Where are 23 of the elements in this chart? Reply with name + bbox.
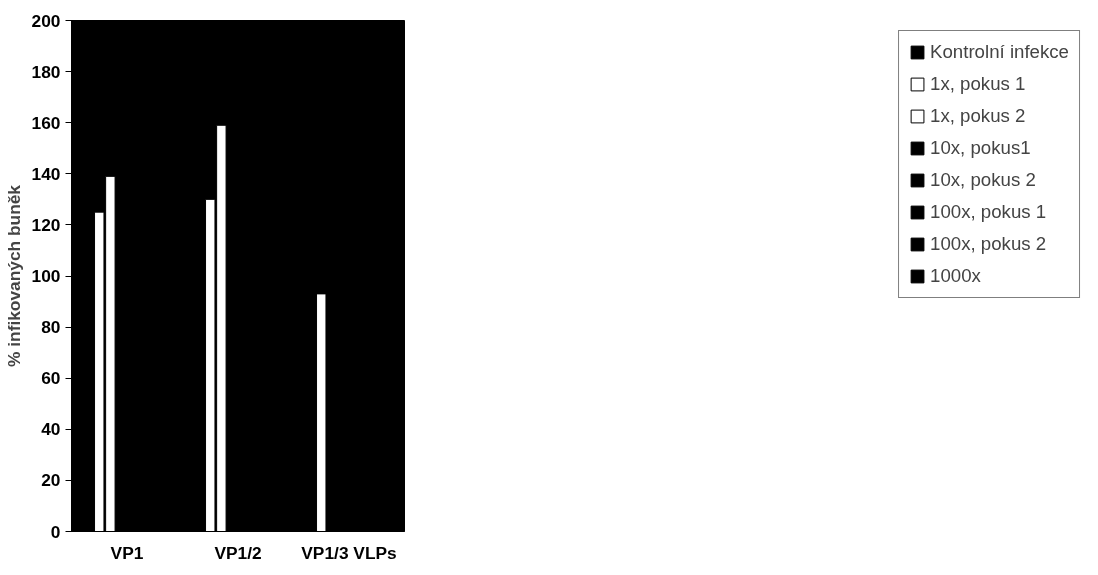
y-axis-title: % infikovaných buněk — [3, 184, 24, 367]
y-tick-label: 200 — [31, 10, 61, 31]
y-tick-label: 120 — [31, 214, 61, 235]
y-tick-label: 40 — [41, 419, 61, 440]
legend-label: 100x, pokus 2 — [930, 233, 1047, 255]
legend-label: Kontrolní infekce — [930, 41, 1069, 63]
legend-label: 1x, pokus 2 — [930, 105, 1026, 127]
x-tick-label: VP1 — [110, 542, 144, 563]
y-tick-label: 0 — [50, 521, 61, 542]
y-tick-label: 160 — [31, 112, 61, 133]
y-tick-label: 140 — [31, 163, 61, 184]
y-tick-label: 20 — [41, 470, 61, 491]
y-tick-label: 100 — [31, 266, 61, 286]
legend-label: 1000x — [930, 265, 981, 287]
y-tick-label: 80 — [41, 317, 61, 338]
legend-label: 100x, pokus 1 — [930, 201, 1047, 223]
x-tick-label: VP1/2 — [214, 542, 262, 563]
legend-label: 1x, pokus 1 — [930, 73, 1026, 95]
x-tick-label: VP1/3 VLPs — [301, 542, 397, 563]
legend-label: 10x, pokus 2 — [930, 169, 1036, 191]
legend-label: 10x, pokus1 — [930, 137, 1031, 159]
y-tick-label: 60 — [41, 368, 61, 389]
y-tick-label: 180 — [31, 61, 61, 82]
